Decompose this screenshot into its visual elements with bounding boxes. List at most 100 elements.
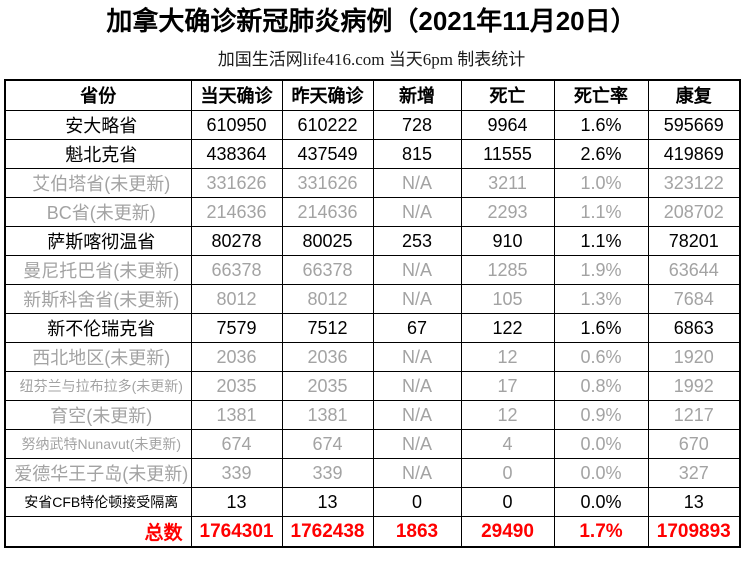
province-row: 艾伯塔省(未更新) 331626 331626 N/A 3211 1.0% 323122 <box>4 168 741 199</box>
stat-deaths: 122 <box>460 313 555 344</box>
stat-new-cases: N/A <box>372 284 462 315</box>
stat-recovered: 13 <box>647 487 741 518</box>
stat-death-rate: 1.1% <box>553 197 649 228</box>
province-name: 纽芬兰与拉布拉多(未更新) <box>4 371 192 402</box>
stat-deaths: 0 <box>460 458 555 489</box>
stat-death-rate: 2.6% <box>553 139 649 170</box>
stat-recovered: 419869 <box>647 139 741 170</box>
stat-yesterday: 13 <box>281 487 374 518</box>
stat-yesterday: 7512 <box>281 313 374 344</box>
stat-yesterday: 2036 <box>281 342 374 373</box>
stat-deaths: 0 <box>460 487 555 518</box>
province-name: 魁北克省 <box>4 139 192 170</box>
stat-deaths: 9964 <box>460 110 555 141</box>
province-row: 纽芬兰与拉布拉多(未更新) 2035 2035 N/A 17 0.8% 1992 <box>4 371 741 402</box>
province-name: 艾伯塔省(未更新) <box>4 168 192 199</box>
stat-today: 1764301 <box>190 516 283 548</box>
province-name: 安省CFB特伦顿接受隔离 <box>4 487 192 518</box>
province-row: 爱德华王子岛(未更新) 339 339 N/A 0 0.0% 327 <box>4 458 741 489</box>
stat-new-cases: 0 <box>372 487 462 518</box>
stat-death-rate: 1.0% <box>553 168 649 199</box>
stat-deaths: 17 <box>460 371 555 402</box>
stat-today: 80278 <box>190 226 283 257</box>
stat-recovered: 7684 <box>647 284 741 315</box>
province-row: 安省CFB特伦顿接受隔离 13 13 0 0 0.0% 13 <box>4 487 741 518</box>
stat-new-cases: N/A <box>372 197 462 228</box>
stat-recovered: 323122 <box>647 168 741 199</box>
col-header-yesterday: 昨天确诊 <box>281 79 374 112</box>
stat-today: 2035 <box>190 371 283 402</box>
table-header: 省份 当天确诊 昨天确诊 新增 死亡 死亡率 康复 <box>4 79 741 112</box>
stat-recovered: 670 <box>647 429 741 460</box>
stat-new-cases: 253 <box>372 226 462 257</box>
province-name: 育空(未更新) <box>4 400 192 431</box>
col-header-recovered: 康复 <box>647 79 741 112</box>
stat-yesterday: 610222 <box>281 110 374 141</box>
stat-today: 610950 <box>190 110 283 141</box>
stat-yesterday: 674 <box>281 429 374 460</box>
province-name: 新斯科舍省(未更新) <box>4 284 192 315</box>
stat-today: 66378 <box>190 255 283 286</box>
stat-yesterday: 214636 <box>281 197 374 228</box>
stat-new-cases: 1863 <box>372 516 462 548</box>
stat-deaths: 910 <box>460 226 555 257</box>
header-row: 省份 当天确诊 昨天确诊 新增 死亡 死亡率 康复 <box>4 79 741 112</box>
total-row: 总数 1764301 1762438 1863 29490 1.7% 1709893 <box>4 516 741 548</box>
stat-yesterday: 331626 <box>281 168 374 199</box>
stat-deaths: 29490 <box>460 516 555 548</box>
stat-death-rate: 0.0% <box>553 458 649 489</box>
stat-death-rate: 1.3% <box>553 284 649 315</box>
province-row: 安大略省 610950 610222 728 9964 1.6% 595669 <box>4 110 741 141</box>
province-name: 努纳武特Nunavut(未更新) <box>4 429 192 460</box>
stat-today: 331626 <box>190 168 283 199</box>
province-row: 萨斯喀彻温省 80278 80025 253 910 1.1% 78201 <box>4 226 741 257</box>
stat-deaths: 12 <box>460 400 555 431</box>
province-name: 萨斯喀彻温省 <box>4 226 192 257</box>
stat-today: 339 <box>190 458 283 489</box>
stat-recovered: 208702 <box>647 197 741 228</box>
stat-yesterday: 8012 <box>281 284 374 315</box>
province-name: 曼尼托巴省(未更新) <box>4 255 192 286</box>
stat-deaths: 4 <box>460 429 555 460</box>
stat-new-cases: 815 <box>372 139 462 170</box>
col-header-new-cases: 新增 <box>372 79 462 112</box>
stat-recovered: 1920 <box>647 342 741 373</box>
stat-new-cases: 67 <box>372 313 462 344</box>
province-name: 安大略省 <box>4 110 192 141</box>
stat-recovered: 1709893 <box>647 516 741 548</box>
stat-today: 1381 <box>190 400 283 431</box>
stat-new-cases: N/A <box>372 400 462 431</box>
stat-deaths: 12 <box>460 342 555 373</box>
stat-new-cases: N/A <box>372 342 462 373</box>
stat-today: 674 <box>190 429 283 460</box>
stat-death-rate: 1.6% <box>553 313 649 344</box>
stat-yesterday: 66378 <box>281 255 374 286</box>
col-header-province: 省份 <box>4 79 192 112</box>
stat-yesterday: 80025 <box>281 226 374 257</box>
stat-deaths: 1285 <box>460 255 555 286</box>
stat-recovered: 595669 <box>647 110 741 141</box>
stat-today: 214636 <box>190 197 283 228</box>
stat-death-rate: 0.0% <box>553 429 649 460</box>
stat-new-cases: N/A <box>372 168 462 199</box>
stats-table: 省份 当天确诊 昨天确诊 新增 死亡 死亡率 康复 安大略省 610950 6102… <box>4 78 741 549</box>
stat-death-rate: 0.6% <box>553 342 649 373</box>
stat-new-cases: N/A <box>372 371 462 402</box>
stat-today: 438364 <box>190 139 283 170</box>
stat-death-rate: 1.9% <box>553 255 649 286</box>
page-title: 加拿大确诊新冠肺炎病例（2021年11月20日） <box>106 6 637 36</box>
stat-yesterday: 339 <box>281 458 374 489</box>
province-name: 新不伦瑞克省 <box>4 313 192 344</box>
province-name: 爱德华王子岛(未更新) <box>4 458 192 489</box>
province-row: 育空(未更新) 1381 1381 N/A 12 0.9% 1217 <box>4 400 741 431</box>
province-row: 新不伦瑞克省 7579 7512 67 122 1.6% 6863 <box>4 313 741 344</box>
province-row: BC省(未更新) 214636 214636 N/A 2293 1.1% 208702 <box>4 197 741 228</box>
province-name: 总数 <box>4 516 192 548</box>
stat-recovered: 1217 <box>647 400 741 431</box>
stat-yesterday: 437549 <box>281 139 374 170</box>
province-row: 新斯科舍省(未更新) 8012 8012 N/A 105 1.3% 7684 <box>4 284 741 315</box>
province-name: BC省(未更新) <box>4 197 192 228</box>
stat-yesterday: 1762438 <box>281 516 374 548</box>
col-header-death-rate: 死亡率 <box>553 79 649 112</box>
